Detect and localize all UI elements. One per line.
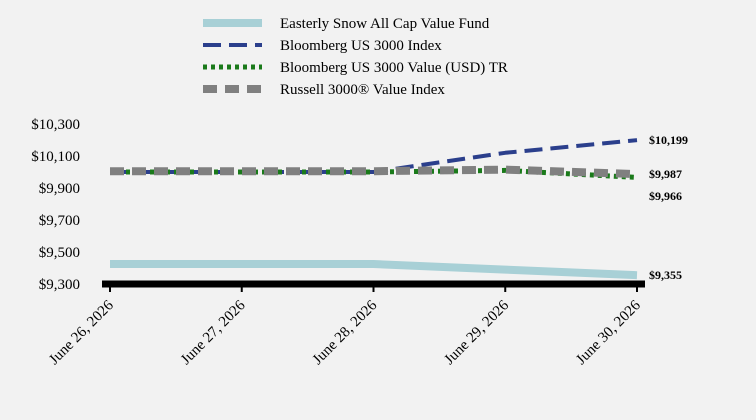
end-value-label: $10,199 [649,133,688,147]
end-value-label: $9,966 [649,189,682,203]
legend-label: Bloomberg US 3000 Index [280,38,442,54]
x-tick-label: June 27, 2026 [178,297,249,368]
end-value-label: $9,987 [649,167,682,181]
series-line [110,260,638,280]
series-layer [110,138,638,280]
y-tick-label: $9,700 [39,213,80,229]
x-tick-label: June 26, 2026 [46,297,117,368]
y-tick-label: $10,300 [31,117,80,133]
x-tick-label: June 28, 2026 [310,297,381,368]
x-tick-label: June 29, 2026 [442,297,513,368]
y-tick-label: $9,500 [39,245,80,261]
legend-label: Bloomberg US 3000 Value (USD) TR [280,60,508,76]
y-tick-label: $9,300 [39,277,80,293]
legend-label: Easterly Snow All Cap Value Fund [280,16,490,32]
legend-label: Russell 3000® Value Index [280,82,445,98]
x-tick-label: June 30, 2026 [573,297,644,368]
legend: Easterly Snow All Cap Value Fund Bloomber… [203,16,508,98]
y-axis: $9,300 $9,500 $9,700 $9,900 $10,100 $10,300 [31,117,80,293]
end-value-label: $9,355 [649,268,682,282]
y-tick-label: $9,900 [39,181,80,197]
series-line [110,138,638,174]
x-axis: June 26, 2026 June 27, 2026 June 28, 2026 J… [46,280,645,368]
end-labels: $10,199 $9,987 $9,966 $9,355 [649,133,688,282]
y-tick-label: $10,100 [31,149,80,165]
